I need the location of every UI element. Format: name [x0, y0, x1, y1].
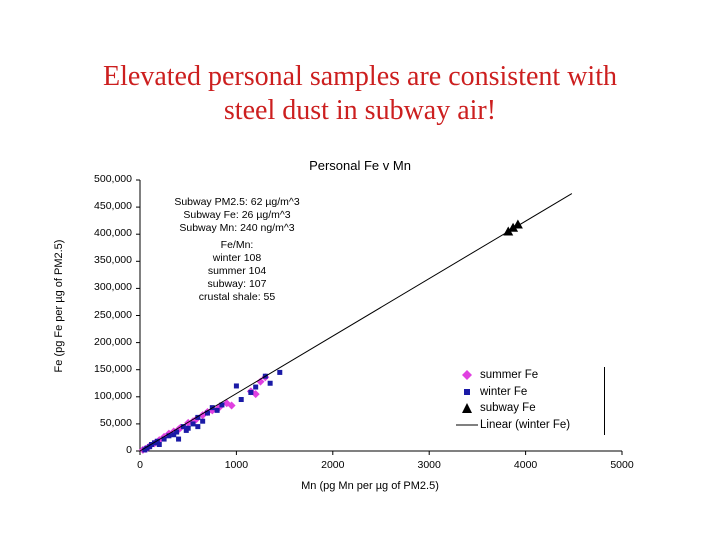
y-tick-label: 150,000 [94, 362, 132, 375]
annotation-ratio-subway: subway: 107 [207, 277, 267, 290]
annotation-ratio-crustal: crustal shale: 55 [198, 290, 276, 303]
winter-fe-point [253, 384, 259, 390]
x-axis-label: Mn (pg Mn per µg of PM2.5) [301, 480, 439, 492]
triangle-marker-icon [462, 403, 472, 413]
winter-fe-point [219, 402, 225, 408]
square-marker-icon [464, 388, 470, 395]
chart-title: Personal Fe v Mn [309, 158, 411, 173]
legend-item-winter: winter Fe [456, 384, 606, 401]
x-tick-label: 1000 [224, 459, 249, 471]
diamond-marker-icon [462, 370, 472, 380]
x-tick-label: 2000 [321, 459, 345, 471]
legend-label-summer: summer Fe [480, 369, 539, 381]
slide-title-line-2: steel dust in subway air! [223, 95, 497, 126]
annotation-ratio-winter: winter 108 [212, 252, 262, 265]
y-tick-label: 50,000 [99, 416, 132, 429]
winter-fe-point [156, 441, 162, 447]
winter-fe-point [174, 429, 180, 435]
winter-fe-point [204, 410, 210, 416]
x-tick-label: 0 [137, 459, 143, 471]
winter-fe-point [190, 421, 196, 427]
winter-fe-point [277, 369, 283, 375]
y-tick-label: 300,000 [94, 281, 132, 294]
slide-title-line-1: Elevated personal samples are consistent… [103, 61, 617, 92]
annotation-mn: Subway Mn: 240 ng/m^3 [179, 221, 295, 234]
winter-fe-point [154, 438, 160, 444]
annotation-ratio-heading: Fe/Mn: [220, 239, 254, 252]
summer-fe-point [198, 411, 207, 420]
winter-fe-point [200, 418, 206, 424]
winter-fe-point [195, 424, 201, 430]
winter-fe-point [180, 424, 186, 430]
legend-label-subway: subway Fe [480, 402, 536, 414]
winter-fe-point [248, 389, 254, 395]
x-tick-label: 3000 [417, 459, 441, 471]
trendline-winter [139, 193, 573, 452]
summer-fe-point [256, 377, 265, 386]
legend-item-linear: Linear (winter Fe) [456, 417, 606, 434]
x-tick-label: 5000 [610, 459, 634, 471]
winter-fe-point [214, 407, 220, 413]
subway-fe-point [512, 219, 523, 229]
slide-title: Elevated personal samples are consistent… [40, 60, 680, 128]
y-tick-label: 400,000 [94, 227, 132, 240]
winter-fe-point [267, 380, 273, 386]
x-tick-label: 4000 [513, 459, 538, 471]
annotation-pm25: Subway PM2.5: 62 µg/m^3 [174, 196, 300, 208]
winter-fe-point [176, 436, 182, 442]
y-tick-label: 250,000 [94, 308, 132, 321]
winter-fe-point [233, 383, 239, 389]
winter-fe-point [161, 436, 167, 442]
annotation-fe: Subway Fe: 26 µg/m^3 [183, 208, 291, 221]
y-tick-label: 450,000 [94, 200, 132, 213]
winter-fe-point [166, 433, 172, 439]
y-tick-label: 500,000 [94, 173, 132, 185]
y-tick-label: 100,000 [94, 389, 132, 402]
y-tick-label: 200,000 [94, 335, 132, 348]
winter-fe-point [144, 445, 150, 451]
legend-item-summer: summer Fe [456, 367, 606, 384]
summer-fe-point [227, 401, 236, 410]
y-tick-label: 0 [126, 444, 132, 456]
legend-label-linear: Linear (winter Fe) [480, 418, 571, 431]
line-marker-icon [456, 424, 478, 425]
winter-fe-point [171, 432, 177, 438]
summer-fe-point [251, 390, 260, 399]
legend-border [604, 367, 605, 435]
subway-fe-point [508, 222, 519, 232]
winter-fe-point [195, 414, 201, 420]
chart-legend: summer Fe winter Fe subway Fe Linear (wi… [456, 367, 606, 435]
winter-fe-point [238, 397, 244, 403]
y-tick-label: 350,000 [94, 254, 132, 267]
legend-label-winter: winter Fe [480, 385, 528, 398]
winter-fe-point [183, 427, 189, 433]
annotation-ratio-summer: summer 104 [207, 264, 267, 277]
legend-item-subway: subway Fe [456, 400, 606, 417]
chart-annotation: Subway PM2.5: 62 µg/m^3 Subway Fe: 26 µg… [152, 196, 322, 303]
